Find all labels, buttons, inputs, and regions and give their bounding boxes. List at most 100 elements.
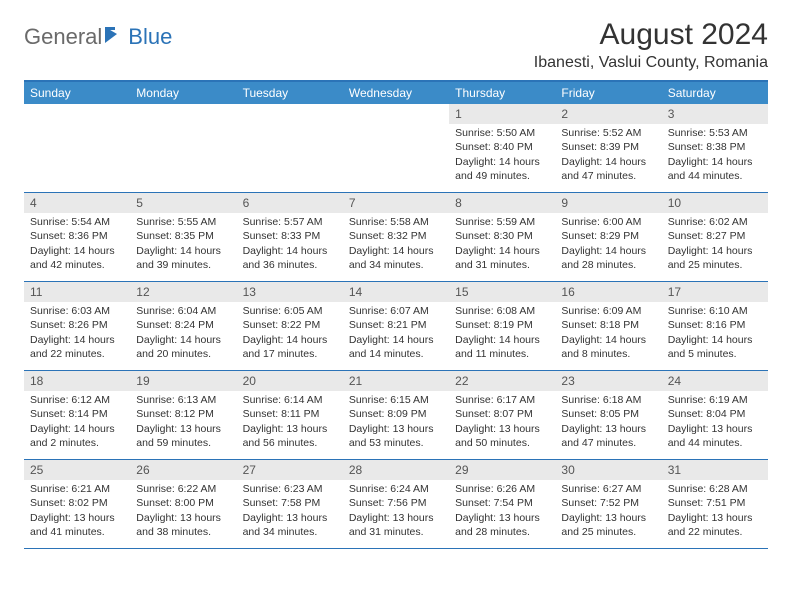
sunset-text: Sunset: 8:18 PM (561, 318, 655, 332)
day-body: Sunrise: 6:19 AMSunset: 8:04 PMDaylight:… (662, 393, 768, 454)
day-cell: 28Sunrise: 6:24 AMSunset: 7:56 PMDayligh… (343, 460, 449, 548)
day-cell: 7Sunrise: 5:58 AMSunset: 8:32 PMDaylight… (343, 193, 449, 281)
sunset-text: Sunset: 7:52 PM (561, 496, 655, 510)
daylight-text: Daylight: 14 hours and 49 minutes. (455, 155, 549, 183)
weekday-header: Monday (130, 82, 236, 104)
day-body (237, 126, 343, 130)
weekday-header: Tuesday (237, 82, 343, 104)
day-cell: . (237, 104, 343, 192)
day-body: Sunrise: 5:54 AMSunset: 8:36 PMDaylight:… (24, 215, 130, 276)
day-body: Sunrise: 6:02 AMSunset: 8:27 PMDaylight:… (662, 215, 768, 276)
day-cell: 4Sunrise: 5:54 AMSunset: 8:36 PMDaylight… (24, 193, 130, 281)
day-body: Sunrise: 6:28 AMSunset: 7:51 PMDaylight:… (662, 482, 768, 543)
sunrise-text: Sunrise: 5:52 AM (561, 126, 655, 140)
sunrise-text: Sunrise: 6:08 AM (455, 304, 549, 318)
day-number: 8 (449, 193, 555, 213)
daylight-text: Daylight: 13 hours and 34 minutes. (243, 511, 337, 539)
day-body: Sunrise: 6:18 AMSunset: 8:05 PMDaylight:… (555, 393, 661, 454)
daylight-text: Daylight: 14 hours and 28 minutes. (561, 244, 655, 272)
sunset-text: Sunset: 8:27 PM (668, 229, 762, 243)
page-header: General Blue August 2024 Ibanesti, Vaslu… (24, 18, 768, 72)
day-body: Sunrise: 6:14 AMSunset: 8:11 PMDaylight:… (237, 393, 343, 454)
daylight-text: Daylight: 13 hours and 50 minutes. (455, 422, 549, 450)
day-body: Sunrise: 5:52 AMSunset: 8:39 PMDaylight:… (555, 126, 661, 187)
sunrise-text: Sunrise: 6:17 AM (455, 393, 549, 407)
weekday-header: Friday (555, 82, 661, 104)
day-cell: 17Sunrise: 6:10 AMSunset: 8:16 PMDayligh… (662, 282, 768, 370)
day-body: Sunrise: 6:07 AMSunset: 8:21 PMDaylight:… (343, 304, 449, 365)
sunrise-text: Sunrise: 5:59 AM (455, 215, 549, 229)
day-body: Sunrise: 6:00 AMSunset: 8:29 PMDaylight:… (555, 215, 661, 276)
day-body: Sunrise: 5:58 AMSunset: 8:32 PMDaylight:… (343, 215, 449, 276)
day-body (130, 126, 236, 130)
day-number: 1 (449, 104, 555, 124)
day-cell: 29Sunrise: 6:26 AMSunset: 7:54 PMDayligh… (449, 460, 555, 548)
daylight-text: Daylight: 14 hours and 17 minutes. (243, 333, 337, 361)
sunrise-text: Sunrise: 6:12 AM (30, 393, 124, 407)
day-body: Sunrise: 5:53 AMSunset: 8:38 PMDaylight:… (662, 126, 768, 187)
daylight-text: Daylight: 14 hours and 14 minutes. (349, 333, 443, 361)
week-row: 18Sunrise: 6:12 AMSunset: 8:14 PMDayligh… (24, 371, 768, 460)
day-body (343, 126, 449, 130)
daylight-text: Daylight: 14 hours and 36 minutes. (243, 244, 337, 272)
daylight-text: Daylight: 14 hours and 44 minutes. (668, 155, 762, 183)
week-row: 25Sunrise: 6:21 AMSunset: 8:02 PMDayligh… (24, 460, 768, 549)
weekday-header-row: Sunday Monday Tuesday Wednesday Thursday… (24, 82, 768, 104)
day-number: 19 (130, 371, 236, 391)
sunset-text: Sunset: 8:26 PM (30, 318, 124, 332)
sunset-text: Sunset: 8:05 PM (561, 407, 655, 421)
daylight-text: Daylight: 14 hours and 5 minutes. (668, 333, 762, 361)
day-body: Sunrise: 5:55 AMSunset: 8:35 PMDaylight:… (130, 215, 236, 276)
sunset-text: Sunset: 8:09 PM (349, 407, 443, 421)
sunrise-text: Sunrise: 6:13 AM (136, 393, 230, 407)
sunset-text: Sunset: 8:04 PM (668, 407, 762, 421)
day-number: 9 (555, 193, 661, 213)
day-number: 23 (555, 371, 661, 391)
sunrise-text: Sunrise: 5:53 AM (668, 126, 762, 140)
daylight-text: Daylight: 13 hours and 28 minutes. (455, 511, 549, 539)
day-body: Sunrise: 6:21 AMSunset: 8:02 PMDaylight:… (24, 482, 130, 543)
daylight-text: Daylight: 13 hours and 22 minutes. (668, 511, 762, 539)
day-body: Sunrise: 6:27 AMSunset: 7:52 PMDaylight:… (555, 482, 661, 543)
day-cell: 20Sunrise: 6:14 AMSunset: 8:11 PMDayligh… (237, 371, 343, 459)
daylight-text: Daylight: 14 hours and 39 minutes. (136, 244, 230, 272)
sunrise-text: Sunrise: 6:18 AM (561, 393, 655, 407)
day-number: 5 (130, 193, 236, 213)
sunrise-text: Sunrise: 5:54 AM (30, 215, 124, 229)
weekday-header: Sunday (24, 82, 130, 104)
day-cell: 30Sunrise: 6:27 AMSunset: 7:52 PMDayligh… (555, 460, 661, 548)
day-number: 3 (662, 104, 768, 124)
day-number: 17 (662, 282, 768, 302)
day-body: Sunrise: 6:17 AMSunset: 8:07 PMDaylight:… (449, 393, 555, 454)
day-body: Sunrise: 6:04 AMSunset: 8:24 PMDaylight:… (130, 304, 236, 365)
sunset-text: Sunset: 8:35 PM (136, 229, 230, 243)
daylight-text: Daylight: 14 hours and 25 minutes. (668, 244, 762, 272)
daylight-text: Daylight: 14 hours and 8 minutes. (561, 333, 655, 361)
day-cell: 31Sunrise: 6:28 AMSunset: 7:51 PMDayligh… (662, 460, 768, 548)
sunrise-text: Sunrise: 6:21 AM (30, 482, 124, 496)
day-cell: 21Sunrise: 6:15 AMSunset: 8:09 PMDayligh… (343, 371, 449, 459)
sunrise-text: Sunrise: 6:05 AM (243, 304, 337, 318)
location-subtitle: Ibanesti, Vaslui County, Romania (534, 54, 768, 72)
daylight-text: Daylight: 13 hours and 47 minutes. (561, 422, 655, 450)
sunset-text: Sunset: 8:19 PM (455, 318, 549, 332)
sunrise-text: Sunrise: 6:14 AM (243, 393, 337, 407)
day-body: Sunrise: 6:15 AMSunset: 8:09 PMDaylight:… (343, 393, 449, 454)
sunrise-text: Sunrise: 6:15 AM (349, 393, 443, 407)
day-cell: 16Sunrise: 6:09 AMSunset: 8:18 PMDayligh… (555, 282, 661, 370)
day-cell: . (343, 104, 449, 192)
day-body: Sunrise: 6:22 AMSunset: 8:00 PMDaylight:… (130, 482, 236, 543)
weeks-container: ....1Sunrise: 5:50 AMSunset: 8:40 PMDayl… (24, 104, 768, 549)
logo-text-blue: Blue (128, 24, 172, 50)
day-cell: 23Sunrise: 6:18 AMSunset: 8:05 PMDayligh… (555, 371, 661, 459)
daylight-text: Daylight: 13 hours and 41 minutes. (30, 511, 124, 539)
week-row: 4Sunrise: 5:54 AMSunset: 8:36 PMDaylight… (24, 193, 768, 282)
day-cell: 6Sunrise: 5:57 AMSunset: 8:33 PMDaylight… (237, 193, 343, 281)
daylight-text: Daylight: 14 hours and 11 minutes. (455, 333, 549, 361)
sunrise-text: Sunrise: 6:22 AM (136, 482, 230, 496)
day-cell: . (24, 104, 130, 192)
daylight-text: Daylight: 14 hours and 20 minutes. (136, 333, 230, 361)
day-cell: 24Sunrise: 6:19 AMSunset: 8:04 PMDayligh… (662, 371, 768, 459)
day-number: 28 (343, 460, 449, 480)
sunrise-text: Sunrise: 6:24 AM (349, 482, 443, 496)
